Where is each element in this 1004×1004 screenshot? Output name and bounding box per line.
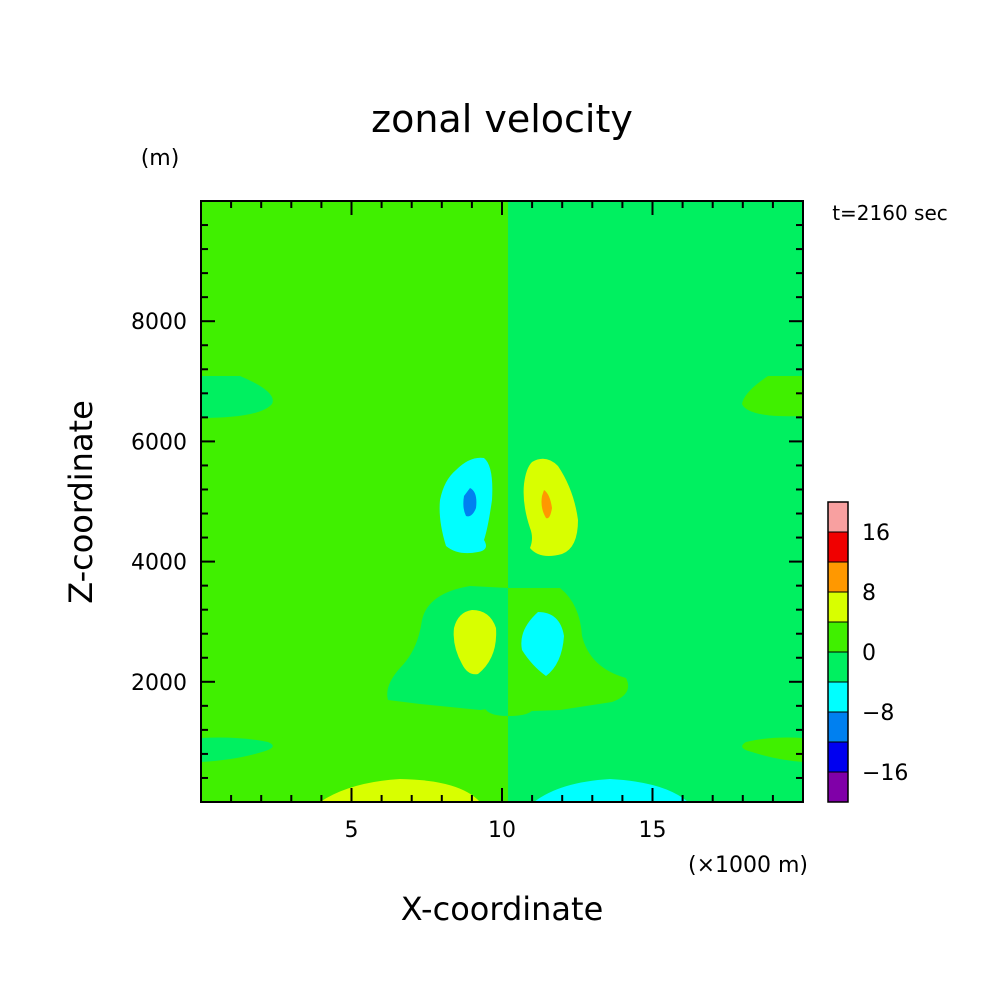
y-tick-label: 4000: [131, 551, 187, 576]
contour-edge-upper-right: [742, 376, 803, 417]
contour-lowband-left-inner: [201, 737, 273, 762]
x-tick-label: 5: [345, 818, 359, 843]
x-tick-label: 15: [639, 818, 667, 843]
x-axis-label: X-coordinate: [401, 890, 604, 928]
colorbar-swatch: [828, 592, 848, 622]
colorbar: [827, 501, 849, 803]
y-unit-label: (m): [141, 146, 180, 171]
colorbar-tick-label: 0: [862, 641, 876, 666]
y-tick-label: 6000: [131, 430, 187, 455]
contour-lowband-right: [610, 666, 803, 760]
colorbar-swatch: [828, 652, 848, 682]
contour-bottom-lobe-right: [534, 779, 688, 802]
colorbar-tick-label: −16: [862, 761, 908, 786]
colorbar-swatch: [828, 562, 848, 592]
colorbar-swatch: [828, 622, 848, 652]
time-label: t=2160 sec: [832, 201, 948, 225]
colorbar-tick-label: 8: [862, 581, 876, 606]
contour-lowband-right-inner: [742, 737, 803, 762]
chart-title: zonal velocity: [371, 97, 633, 141]
x-unit-label: (×1000 m): [688, 853, 808, 878]
axis-ticks: [201, 201, 803, 802]
colorbar-swatch: [828, 502, 848, 532]
colorbar-tick-label: 16: [862, 521, 890, 546]
contour-bottom-lobe-left: [320, 779, 480, 802]
contour-negative-lobe-lower: [521, 612, 564, 676]
contour-small-blob-right: [508, 688, 535, 716]
y-tick-label: 8000: [131, 310, 187, 335]
y-tick-label: 2000: [131, 671, 187, 696]
x-tick-labels: 5 10 15: [345, 818, 667, 843]
contour-lowband-left: [201, 666, 404, 760]
contour-negative-core: [463, 488, 477, 517]
y-tick-labels: 2000 4000 6000 8000: [131, 310, 187, 696]
contour-small-blob-left: [484, 688, 508, 716]
colorbar-tick-label: −8: [862, 701, 894, 726]
colorbar-swatch: [828, 532, 848, 562]
contour-field: [201, 201, 803, 802]
colorbar-tick-labels: −16 −8 0 8 16: [862, 521, 908, 786]
x-tick-label: 10: [488, 818, 516, 843]
contour-edge-upper-left: [201, 376, 273, 418]
colorbar-swatch: [828, 742, 848, 772]
contour-positive-lobe-lower: [453, 610, 497, 675]
contour-positive-core: [541, 490, 552, 519]
y-axis-label: Z-coordinate: [62, 400, 100, 604]
colorbar-swatch: [828, 712, 848, 742]
colorbar-swatch: [828, 772, 848, 802]
colorbar-swatch: [828, 682, 848, 712]
